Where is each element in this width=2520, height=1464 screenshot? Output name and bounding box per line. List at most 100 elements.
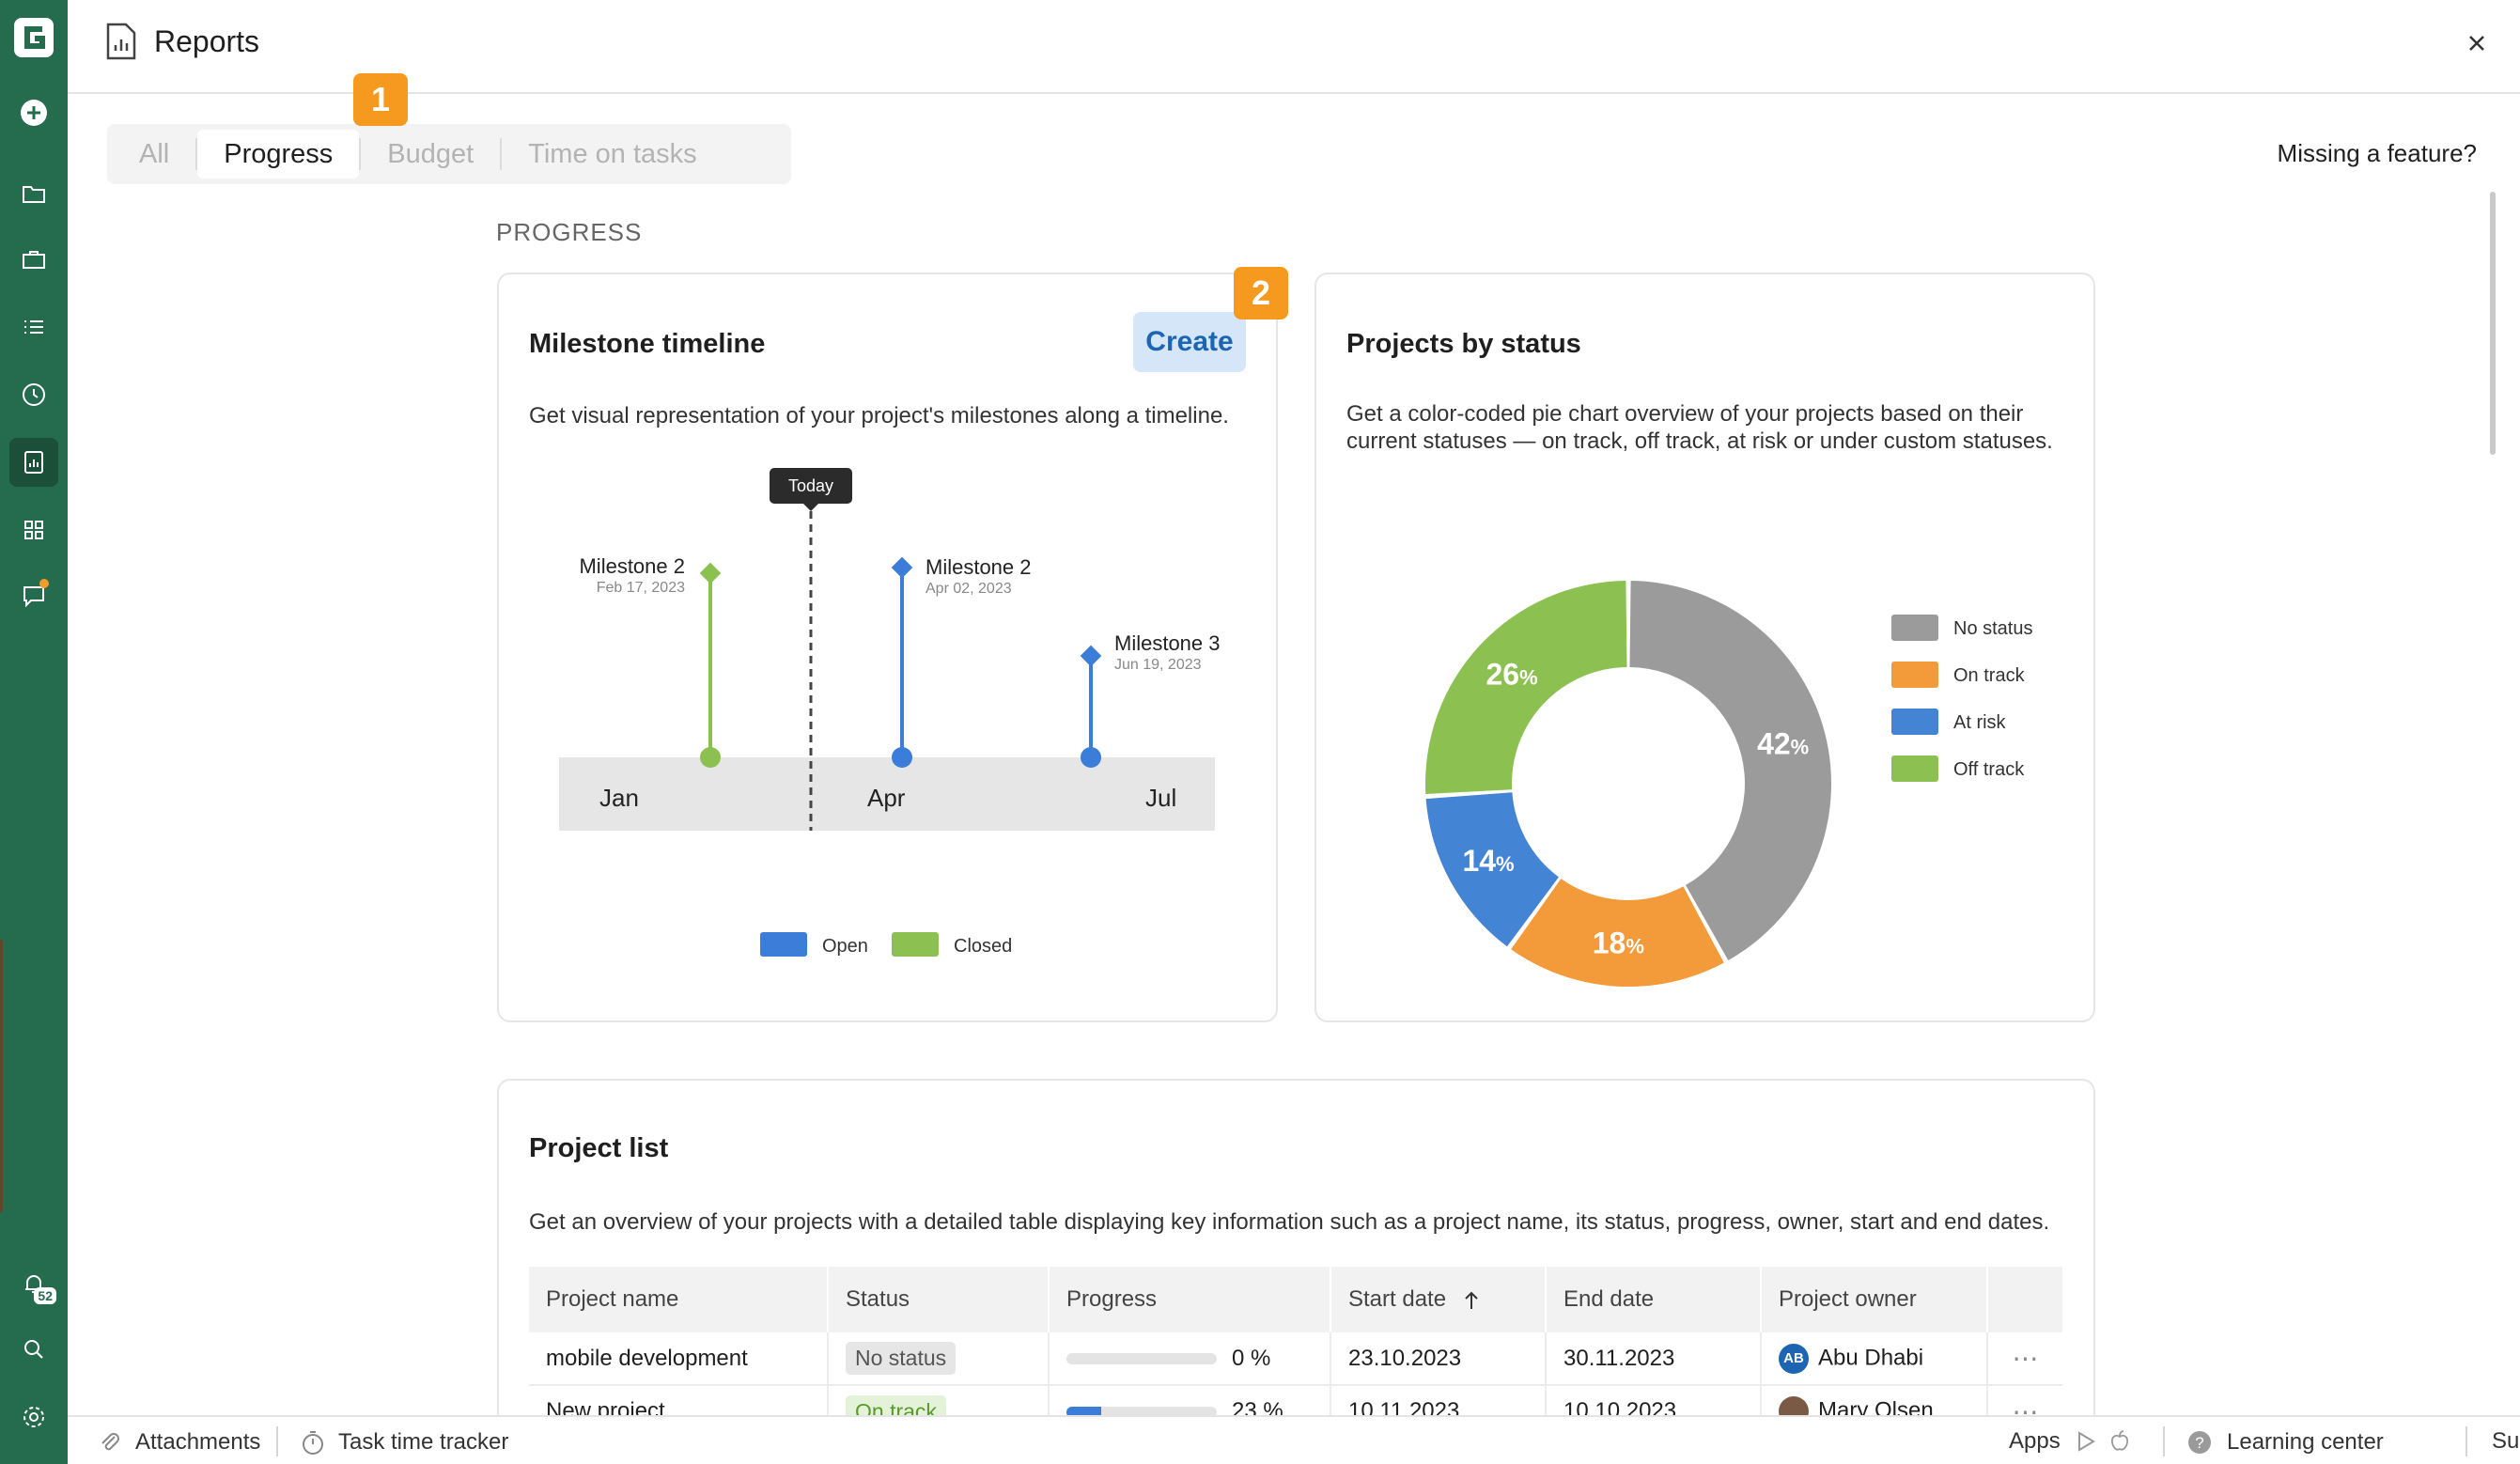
project-list-card: Project list Get an overview of your pro… <box>497 1079 2095 1464</box>
missing-feature-link[interactable]: Missing a feature? <box>2277 139 2477 167</box>
chat-icon[interactable] <box>9 571 58 620</box>
status-chip[interactable]: No status <box>846 1342 957 1375</box>
month-label-apr: Apr <box>867 784 906 812</box>
end-date-cell: 30.11.2023 <box>1546 1332 1762 1386</box>
legend-open-swatch <box>760 932 807 957</box>
column-header-end-date[interactable]: End date <box>1546 1267 1762 1332</box>
column-header-project-name[interactable]: Project name <box>529 1267 829 1332</box>
apple-icon[interactable] <box>2108 1429 2132 1454</box>
milestone-date: Apr 02, 2023 <box>926 581 1012 597</box>
bottom-bar: Attachments Task time tracker Apps ? Lea… <box>68 1415 2520 1464</box>
report-document-icon <box>105 23 137 65</box>
donut-slice-label: 26% <box>1486 658 1537 692</box>
clock-icon[interactable] <box>9 370 58 419</box>
footer-divider <box>2163 1426 2165 1456</box>
table-row[interactable]: mobile development No status 0 % 23.10.2… <box>529 1332 2062 1386</box>
donut-slice-off-track[interactable] <box>1425 581 1627 794</box>
legend-label: At risk <box>1953 712 2007 733</box>
today-tooltip-arrow <box>803 504 818 511</box>
donut-slice-on-track[interactable] <box>1511 879 1724 987</box>
project-name-cell[interactable]: mobile development <box>529 1332 829 1386</box>
milestone-dot <box>1081 747 1101 768</box>
scrollbar[interactable] <box>2490 192 2496 455</box>
list-icon[interactable] <box>9 303 58 351</box>
page-header: Reports <box>68 0 2520 94</box>
milestone-diamond <box>891 556 913 579</box>
start-date-cell: 23.10.2023 <box>1330 1332 1547 1386</box>
project-list-description: Get an overview of your projects with a … <box>529 1209 2050 1235</box>
rail-strip <box>0 940 3 1212</box>
sort-ascending-icon <box>1465 1291 1478 1309</box>
google-play-icon[interactable] <box>2074 1429 2098 1454</box>
legend-swatch <box>1891 755 1938 782</box>
milestone-name: Milestone 3 <box>1114 631 1221 655</box>
notifications-bell-icon[interactable]: 52 <box>9 1259 58 1308</box>
settings-gear-icon[interactable] <box>9 1393 58 1441</box>
progress-value: 0 % <box>1232 1345 1271 1371</box>
progress-bar <box>1066 1353 1217 1365</box>
timeline-band <box>559 757 1215 831</box>
milestone-dot <box>700 747 721 768</box>
legend-swatch <box>1891 615 1938 641</box>
month-label-jan: Jan <box>599 784 639 812</box>
add-icon[interactable] <box>9 88 58 137</box>
column-header-progress[interactable]: Progress <box>1049 1267 1331 1332</box>
donut-slice-no-status[interactable] <box>1629 581 1831 961</box>
tab-progress[interactable]: Progress <box>197 130 360 179</box>
milestone-diamond <box>699 562 722 584</box>
tab-all[interactable]: All <box>139 138 170 169</box>
notifications-count: 52 <box>34 1287 56 1304</box>
portfolio-icon[interactable] <box>9 235 58 284</box>
milestone-card-title: Milestone timeline <box>529 329 766 359</box>
page-title: Reports <box>154 24 260 58</box>
status-card-description: Get a color-coded pie chart overview of … <box>1346 400 2053 455</box>
donut-slice-at-risk[interactable] <box>1425 792 1559 947</box>
search-icon[interactable] <box>9 1325 58 1374</box>
learning-center-link[interactable]: ? Learning center <box>2186 1428 2384 1456</box>
status-card-description-line: current statuses — on track, off track, … <box>1346 428 2053 454</box>
status-card-title: Projects by status <box>1346 329 1581 359</box>
milestone-dot <box>892 747 912 768</box>
owner-name: Abu Dhabi <box>1818 1344 1924 1370</box>
section-label: PROGRESS <box>496 218 643 246</box>
unread-dot <box>39 579 49 588</box>
milestone-timeline-card: Milestone timeline Create Get visual rep… <box>497 273 1278 1022</box>
tab-time-on-tasks[interactable]: Time on tasks <box>528 138 697 169</box>
more-options-icon[interactable]: ⋯ <box>2012 1344 2039 1373</box>
left-sidebar: 52 <box>0 0 68 1464</box>
column-header-actions <box>1987 1267 2062 1332</box>
apps-label: Apps <box>2009 1428 2061 1454</box>
milestone-diamond <box>1080 645 1102 667</box>
legend-closed-label: Closed <box>954 936 1012 957</box>
milestone-name: Milestone 2 <box>579 554 685 578</box>
create-button[interactable]: Create <box>1133 312 1246 372</box>
milestone-card-description: Get visual representation of your projec… <box>529 403 1229 428</box>
footer-divider <box>276 1426 278 1456</box>
support-link[interactable]: Support <box>2492 1428 2520 1455</box>
svg-text:?: ? <box>2195 1434 2203 1452</box>
task-time-tracker-label: Task time tracker <box>338 1429 509 1455</box>
column-header-project-owner[interactable]: Project owner <box>1761 1267 1988 1332</box>
column-header-start-date[interactable]: Start date <box>1330 1267 1547 1332</box>
legend-swatch <box>1891 662 1938 688</box>
task-time-tracker-button[interactable]: Task time tracker <box>299 1428 508 1456</box>
legend-open-label: Open <box>822 936 868 957</box>
apps-link[interactable]: Apps <box>2009 1428 2132 1455</box>
legend-label: No status <box>1953 618 2032 639</box>
report-tabs: All Progress Budget Time on tasks <box>107 124 791 184</box>
reports-icon[interactable] <box>9 438 58 487</box>
attachments-button[interactable]: Attachments <box>96 1428 260 1456</box>
step-marker-2: 2 <box>1234 267 1288 319</box>
close-icon[interactable] <box>2458 24 2496 67</box>
column-header-status[interactable]: Status <box>828 1267 1050 1332</box>
paperclip-icon <box>101 1433 119 1451</box>
tab-budget[interactable]: Budget <box>387 138 474 169</box>
apps-grid-icon[interactable] <box>9 506 58 554</box>
milestone-name: Milestone 2 <box>926 555 1032 579</box>
donut-slice-label: 14% <box>1462 844 1514 878</box>
tab-divider <box>359 138 362 170</box>
row-actions-cell: ⋯ <box>1987 1332 2062 1386</box>
folder-icon[interactable] <box>9 169 58 218</box>
ganttpro-logo-icon[interactable] <box>9 13 58 62</box>
